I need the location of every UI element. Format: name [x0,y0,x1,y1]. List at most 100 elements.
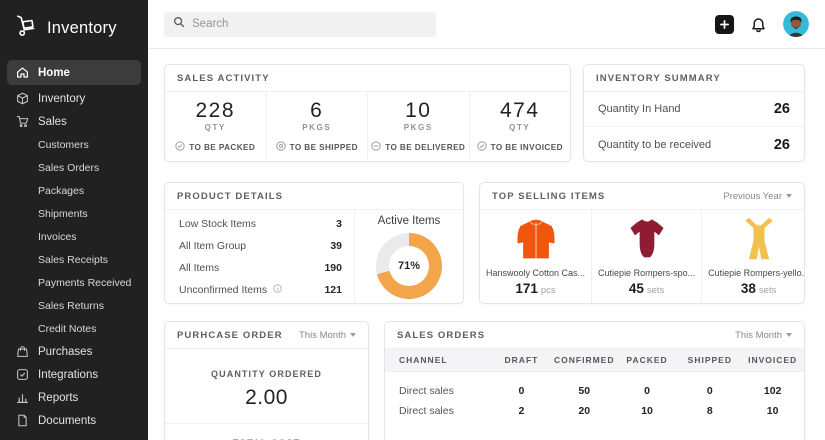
sidebar-item-integrations[interactable]: Integrations [0,363,148,386]
period-filter-dropdown[interactable]: This Month [299,330,356,341]
summary-value: 26 [773,136,790,153]
circle-check-icon [175,141,185,153]
donut-title: Active Items [377,215,441,227]
search-input[interactable] [192,18,427,30]
column-header: CONFIRMED [554,355,615,365]
product-image-sleepsuit [702,216,804,262]
sidebar-item-label: Invoices [38,230,77,243]
handtruck-logo-icon [13,13,39,44]
product-qty: 45 sets [628,281,665,296]
topbar [148,0,825,48]
stat-label: TO BE PACKED [189,142,256,152]
sidebar-item-label: Credit Notes [38,322,97,335]
summary-label: Quantity to be received [598,138,712,151]
sales-activity-card: SALES ACTIVITY 228 QTY TO BE PACKED 6 PK… [164,64,571,162]
sidebar-item-home[interactable]: Home [7,60,141,85]
detail-value: 39 [330,240,342,252]
period-filter-dropdown[interactable]: This Month [735,330,792,341]
circle-check-icon [476,141,487,153]
user-avatar[interactable] [783,11,809,37]
sidebar-item-label: Customers [38,138,89,151]
stat-to-be-delivered[interactable]: 10 PKGS TO BE DELIVERED [367,92,469,161]
card-title: INVENTORY SUMMARY [596,72,721,84]
chevron-down-icon [786,333,792,337]
product-name: Cutiepie Rompers-yello... [708,268,805,278]
product-image-cardigan [480,216,591,262]
cell-packed: 10 [641,405,653,417]
box-icon [15,92,29,106]
table-row: Direct sales 0 50 0 0 102 [385,381,804,401]
stat-unit: QTY [509,123,531,132]
sidebar-item-customers[interactable]: Customers [0,133,148,156]
top-selling-item[interactable]: Cutiepie Rompers-spo... 45 sets [591,210,701,303]
purchase-order-card: PURHCASE ORDER This Month QUANTITY ORDER… [164,321,369,440]
quantity-ordered-value: 2.00 [245,386,288,409]
topbar-actions [715,11,809,37]
stat-to-be-packed[interactable]: 228 QTY TO BE PACKED [165,92,266,161]
product-details-list: Low Stock Items 3 All Item Group 39 All … [165,210,354,303]
product-name: Cutiepie Rompers-spo... [598,268,696,278]
sales-orders-card: SALES ORDERS This Month CHANNEL DRAFT CO… [384,321,805,440]
sidebar-item-shipments[interactable]: Shipments [0,202,148,225]
integrations-icon [15,368,29,382]
sidebar-item-sales[interactable]: Sales [0,110,148,133]
sidebar-item-label: Sales Returns [38,299,104,312]
purchase-order-body: QUANTITY ORDERED 2.00 TOTAL COST [165,369,368,440]
stat-label: TO BE DELIVERED [385,142,466,152]
add-button[interactable] [715,14,734,34]
stat-value: 474 [499,99,540,122]
notifications-bell-icon[interactable] [750,16,767,33]
bar-chart-icon [15,391,29,405]
circle-check-icon [371,141,381,153]
sidebar-item-purchases[interactable]: Purchases [0,340,148,363]
document-icon [15,414,29,428]
summary-label: Quantity In Hand [598,103,681,115]
info-icon [273,284,282,296]
chevron-down-icon [350,333,356,337]
detail-row-unconfirmed-items[interactable]: Unconfirmed Items 121 [165,279,354,301]
column-header: PACKED [626,355,668,365]
stat-to-be-shipped[interactable]: 6 PKGS TO BE SHIPPED [265,92,368,161]
column-header: SHIPPED [687,355,732,365]
sales-orders-table-header: CHANNEL DRAFT CONFIRMED PACKED SHIPPED I… [385,349,804,372]
sidebar-item-inventory[interactable]: Inventory [0,87,148,110]
summary-row-quantity-to-be-received[interactable]: Quantity to be received 26 [584,127,804,161]
stat-unit: QTY [204,123,226,132]
cell-channel: Direct sales [399,405,454,417]
sidebar-item-credit-notes[interactable]: Credit Notes [0,317,148,340]
column-header: INVOICED [748,355,798,365]
card-title: PURHCASE ORDER [177,329,283,341]
sidebar-item-sales-returns[interactable]: Sales Returns [0,294,148,317]
cell-draft: 0 [518,385,525,397]
sidebar-item-documents[interactable]: Documents [0,409,148,432]
table-row: Direct sales 2 20 10 8 10 [385,401,804,421]
detail-row-low-stock-items[interactable]: Low Stock Items 3 [165,213,354,235]
sidebar-item-sales-orders[interactable]: Sales Orders [0,156,148,179]
summary-row-quantity-in-hand[interactable]: Quantity In Hand 26 [584,92,804,127]
top-selling-item[interactable]: Cutiepie Rompers-yello... 38 sets [701,210,805,303]
search-icon [173,15,185,33]
stat-unit: PKGS [403,123,433,132]
sidebar-item-payments-received[interactable]: Payments Received [0,271,148,294]
cell-confirmed: 20 [578,405,591,417]
sidebar-item-invoices[interactable]: Invoices [0,225,148,248]
detail-row-all-items[interactable]: All Items 190 [165,257,354,279]
stat-to-be-invoiced[interactable]: 474 QTY TO BE INVOICED [468,92,571,161]
sidebar-item-sales-receipts[interactable]: Sales Receipts [0,248,148,271]
sidebar-item-reports[interactable]: Reports [0,386,148,409]
chevron-down-icon [786,194,792,198]
period-filter-dropdown[interactable]: Previous Year [723,191,792,202]
column-header: DRAFT [504,355,539,365]
cell-shipped: 8 [706,405,713,417]
cart-icon [15,115,29,129]
sidebar-item-label: Packages [38,184,85,197]
detail-row-all-item-group[interactable]: All Item Group 39 [165,235,354,257]
inventory-summary-card: INVENTORY SUMMARY Quantity In Hand 26 Qu… [583,64,805,162]
search-box[interactable] [164,11,436,37]
sidebar-item-label: Sales Orders [38,161,100,174]
sidebar-item-packages[interactable]: Packages [0,179,148,202]
sidebar-item-label: Integrations [38,368,99,381]
top-selling-item[interactable]: Hanswooly Cotton Cas... 171 pcs [480,210,591,303]
sidebar-item-label: Sales [38,115,67,128]
sidebar-item-label: Inventory [38,92,86,105]
